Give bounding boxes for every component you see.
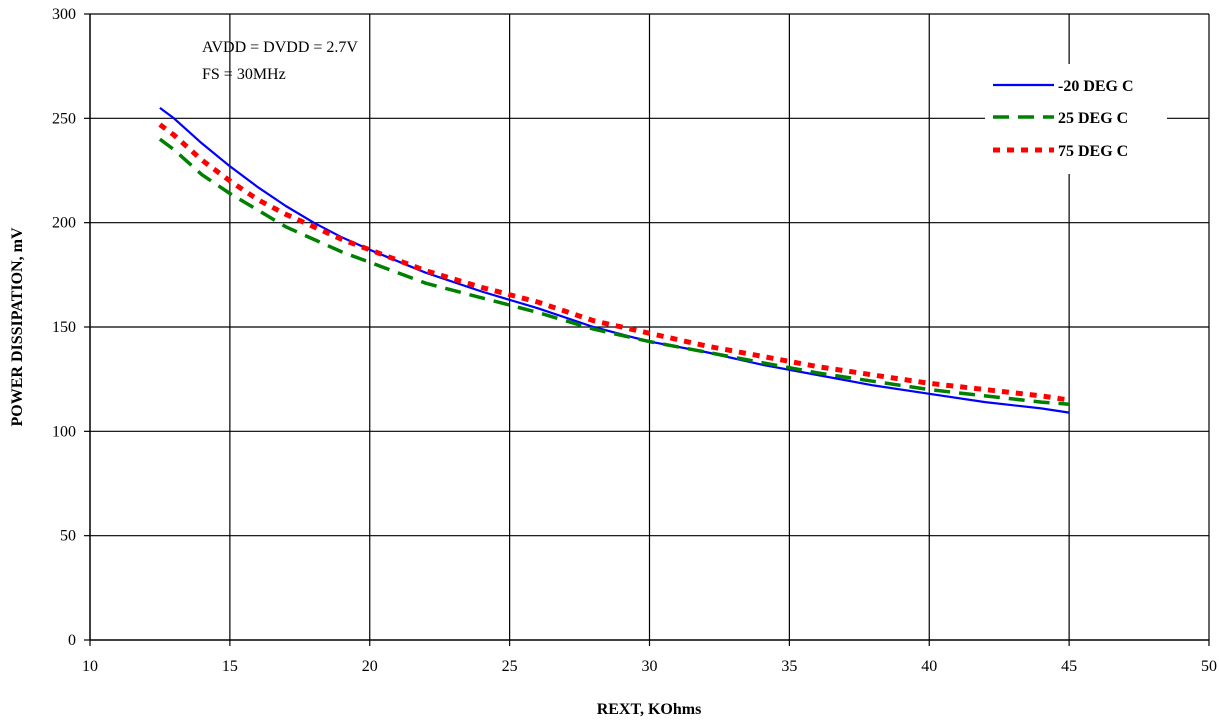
axes [84,13,1210,646]
y-tick-label: 100 [52,423,76,440]
legend-box [985,64,1167,174]
y-tick-label: 50 [60,528,76,545]
y-tick-label: 300 [52,6,76,23]
y-tick-label: 250 [52,110,76,127]
annotation-supply: AVDD = DVDD = 2.7V [202,39,358,56]
y-tick-label: 200 [52,215,76,232]
x-tick-label: 30 [642,658,658,675]
series-line-0 [159,107,1070,414]
legend-label: 75 DEG C [1058,143,1128,160]
y-tick-label: 0 [68,632,76,649]
tick-labels: 10 15 20 25 30 35 40 45 50 0 50 100 150 200 250 300 [52,6,1217,675]
x-tick-label: 45 [1061,658,1077,675]
grid-lines [90,13,1210,640]
x-axis-title: REXT, KOhms [597,701,702,718]
x-tick-label: 10 [82,658,98,675]
x-tick-label: 15 [222,658,238,675]
series-line-2 [158,122,1070,403]
x-tick-label: 50 [1201,658,1217,675]
x-tick-label: 20 [362,658,378,675]
legend: -20 DEG C 25 DEG C 75 DEG C [993,78,1134,160]
y-tick-label: 150 [52,319,76,336]
series-line-1 [158,137,1070,406]
x-tick-label: 35 [781,658,797,675]
x-tick-label: 25 [502,658,518,675]
x-tick-label: 40 [921,658,937,675]
annotation-sample-rate: FS = 30MHz [202,66,286,83]
legend-label: 25 DEG C [1058,110,1128,127]
y-axis-title: POWER DISSIPATION, mV [9,227,26,426]
legend-label: -20 DEG C [1058,78,1134,95]
series-lines [158,107,1070,414]
